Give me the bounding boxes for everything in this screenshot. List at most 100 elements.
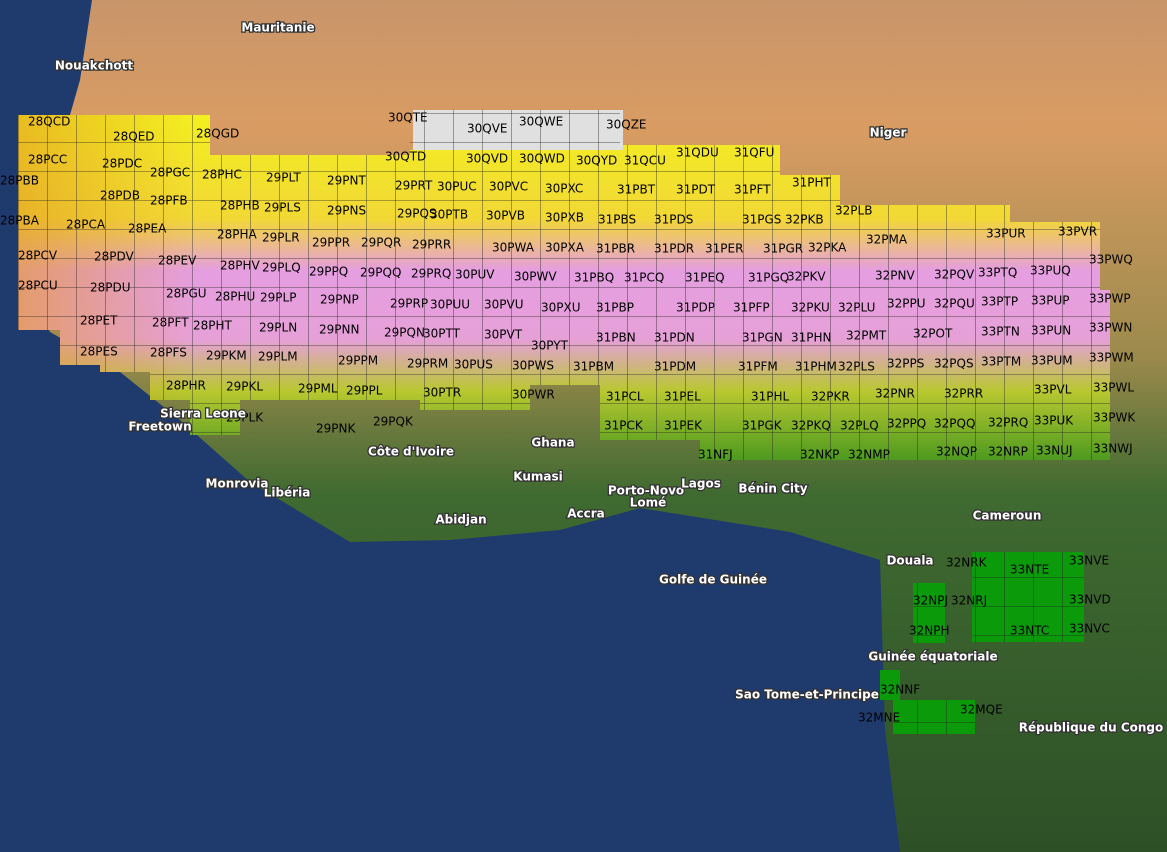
tile-label: 29PLS: [264, 201, 301, 215]
tile-label: 32PKR: [811, 390, 850, 404]
place-label: Sierra Leone: [160, 407, 246, 421]
tile-label: 31PDP: [676, 301, 715, 315]
tile-label: 30PTT: [423, 327, 461, 341]
tile-label: 32PKV: [787, 270, 826, 284]
place-label: Golfe de Guinée: [659, 573, 767, 587]
place-label: Bénin City: [738, 482, 807, 496]
tile-label: 28PFB: [150, 194, 188, 208]
place-label: Guinée équatoriale: [868, 650, 997, 664]
tile-label: 29PKL: [226, 380, 263, 394]
tile-label: 28PDV: [94, 250, 135, 264]
tile-label: 29PLN: [259, 321, 297, 335]
tile-label: 33PTP: [981, 295, 1018, 309]
tile-grid: [18, 110, 1110, 460]
tile-label: 31PBN: [596, 331, 636, 345]
tile-label: 31PDM: [654, 360, 696, 374]
place-label: Porto-Novo: [608, 484, 684, 498]
tile-label: 31PBP: [596, 301, 634, 315]
tile-label: 28PEA: [128, 222, 167, 236]
tile-label: 31PBM: [573, 360, 614, 374]
tile-label: 29PPR: [312, 236, 350, 250]
tile-label: 28PFT: [152, 316, 189, 330]
tile-label: 32NMP: [848, 448, 890, 462]
tile-label: 31PDN: [654, 331, 695, 345]
tile-label: 31PER: [705, 242, 743, 256]
tile-label: 28PDC: [102, 157, 142, 171]
place-label: Cameroun: [973, 509, 1042, 523]
tile-label: 29PLP: [260, 291, 296, 305]
tile-label: 28PHU: [215, 290, 255, 304]
tile-label: 29PQR: [361, 236, 401, 250]
tile-label: 31PHM: [795, 360, 837, 374]
tile-label: 29PQN: [384, 326, 425, 340]
tile-label: 28PEV: [158, 254, 197, 268]
tile-label: 29PRM: [407, 357, 448, 371]
tile-label: 32NNF: [880, 683, 920, 697]
tile-label: 33NUJ: [1036, 444, 1073, 458]
tile-label: 32PQS: [934, 357, 974, 371]
tile-label: 28PGU: [166, 287, 207, 301]
place-label: Douala: [886, 554, 933, 568]
tile-label: 32PPQ: [887, 417, 926, 431]
tile-label: 30PUC: [437, 180, 477, 194]
tile-label: 29PNP: [320, 293, 359, 307]
tile-label: 31PGQ: [748, 271, 789, 285]
tile-label: 32NRJ: [951, 594, 987, 608]
tile-label: 33NVE: [1069, 554, 1109, 568]
tile-label: 28PHR: [166, 379, 206, 393]
tile-label: 33NVC: [1069, 622, 1110, 636]
tile-label: 32PLS: [838, 360, 875, 374]
place-label: Libéria: [264, 486, 311, 500]
place-label: Abidjan: [435, 513, 486, 527]
tile-label: 32PPS: [887, 357, 924, 371]
tile-label: 28PHA: [217, 228, 258, 242]
tile-label: 31PHN: [791, 331, 832, 345]
tile-label: 28QGD: [196, 127, 239, 141]
tile-label: 31PFM: [738, 360, 778, 374]
tile-label: 29PPL: [346, 384, 383, 398]
tile-label: 33PVR: [1058, 225, 1097, 239]
place-label: Mauritanie: [241, 21, 314, 35]
tile-label: 33PWL: [1093, 381, 1134, 395]
tile-label: 32NPJ: [913, 594, 948, 608]
tile-label: 29PPM: [338, 354, 378, 368]
tile-label: 32PQU: [934, 297, 975, 311]
tile-label: 32PMT: [846, 329, 887, 343]
tile-label: 32PLU: [838, 301, 875, 315]
tile-label: 31PBT: [617, 183, 656, 197]
tile-label: 30PYT: [531, 339, 569, 353]
tile-label: 32POT: [913, 327, 953, 341]
tile-label: 29PLT: [266, 171, 302, 185]
tile-label: 33PWP: [1089, 292, 1131, 306]
tile-label: 29PLK: [226, 411, 264, 425]
tile-label: 29PRP: [390, 297, 428, 311]
tile-label: 31PBS: [598, 213, 636, 227]
tile-label: 30QYD: [576, 154, 617, 168]
tile-label: 28PCA: [66, 218, 106, 232]
tile-label: 31PHT: [792, 176, 832, 190]
tile-label: 29PNK: [316, 422, 356, 436]
place-label: Monrovia: [206, 477, 269, 491]
tile-label: 31PDR: [654, 242, 694, 256]
tile-label: 28PDB: [100, 189, 140, 203]
tile-label: 31QFU: [734, 146, 774, 160]
tile-label: 30QZE: [606, 118, 647, 132]
tile-label: 28PES: [80, 345, 118, 359]
tile-label: 31PHL: [751, 390, 790, 404]
tile-label: 32PKU: [791, 301, 830, 315]
tile-label: 32PNV: [875, 269, 915, 283]
tile-label: 30PWV: [514, 270, 557, 284]
tile-label: 28PHV: [220, 259, 261, 273]
tile-label: 30PXB: [545, 211, 584, 225]
tile-label: 31QDU: [676, 146, 719, 160]
tile-label: 32PRQ: [988, 416, 1028, 430]
tile-label: 31NFJ: [698, 448, 733, 462]
tile-label: 28PBA: [0, 214, 40, 228]
tile-label: 30PVT: [484, 328, 523, 342]
tile-label: 33PWK: [1093, 411, 1136, 425]
tile-label: 30PVB: [486, 209, 525, 223]
tile-label: 33PWQ: [1089, 253, 1133, 267]
tile-label: 31PBR: [596, 242, 635, 256]
tile-label: 30PUU: [430, 298, 470, 312]
